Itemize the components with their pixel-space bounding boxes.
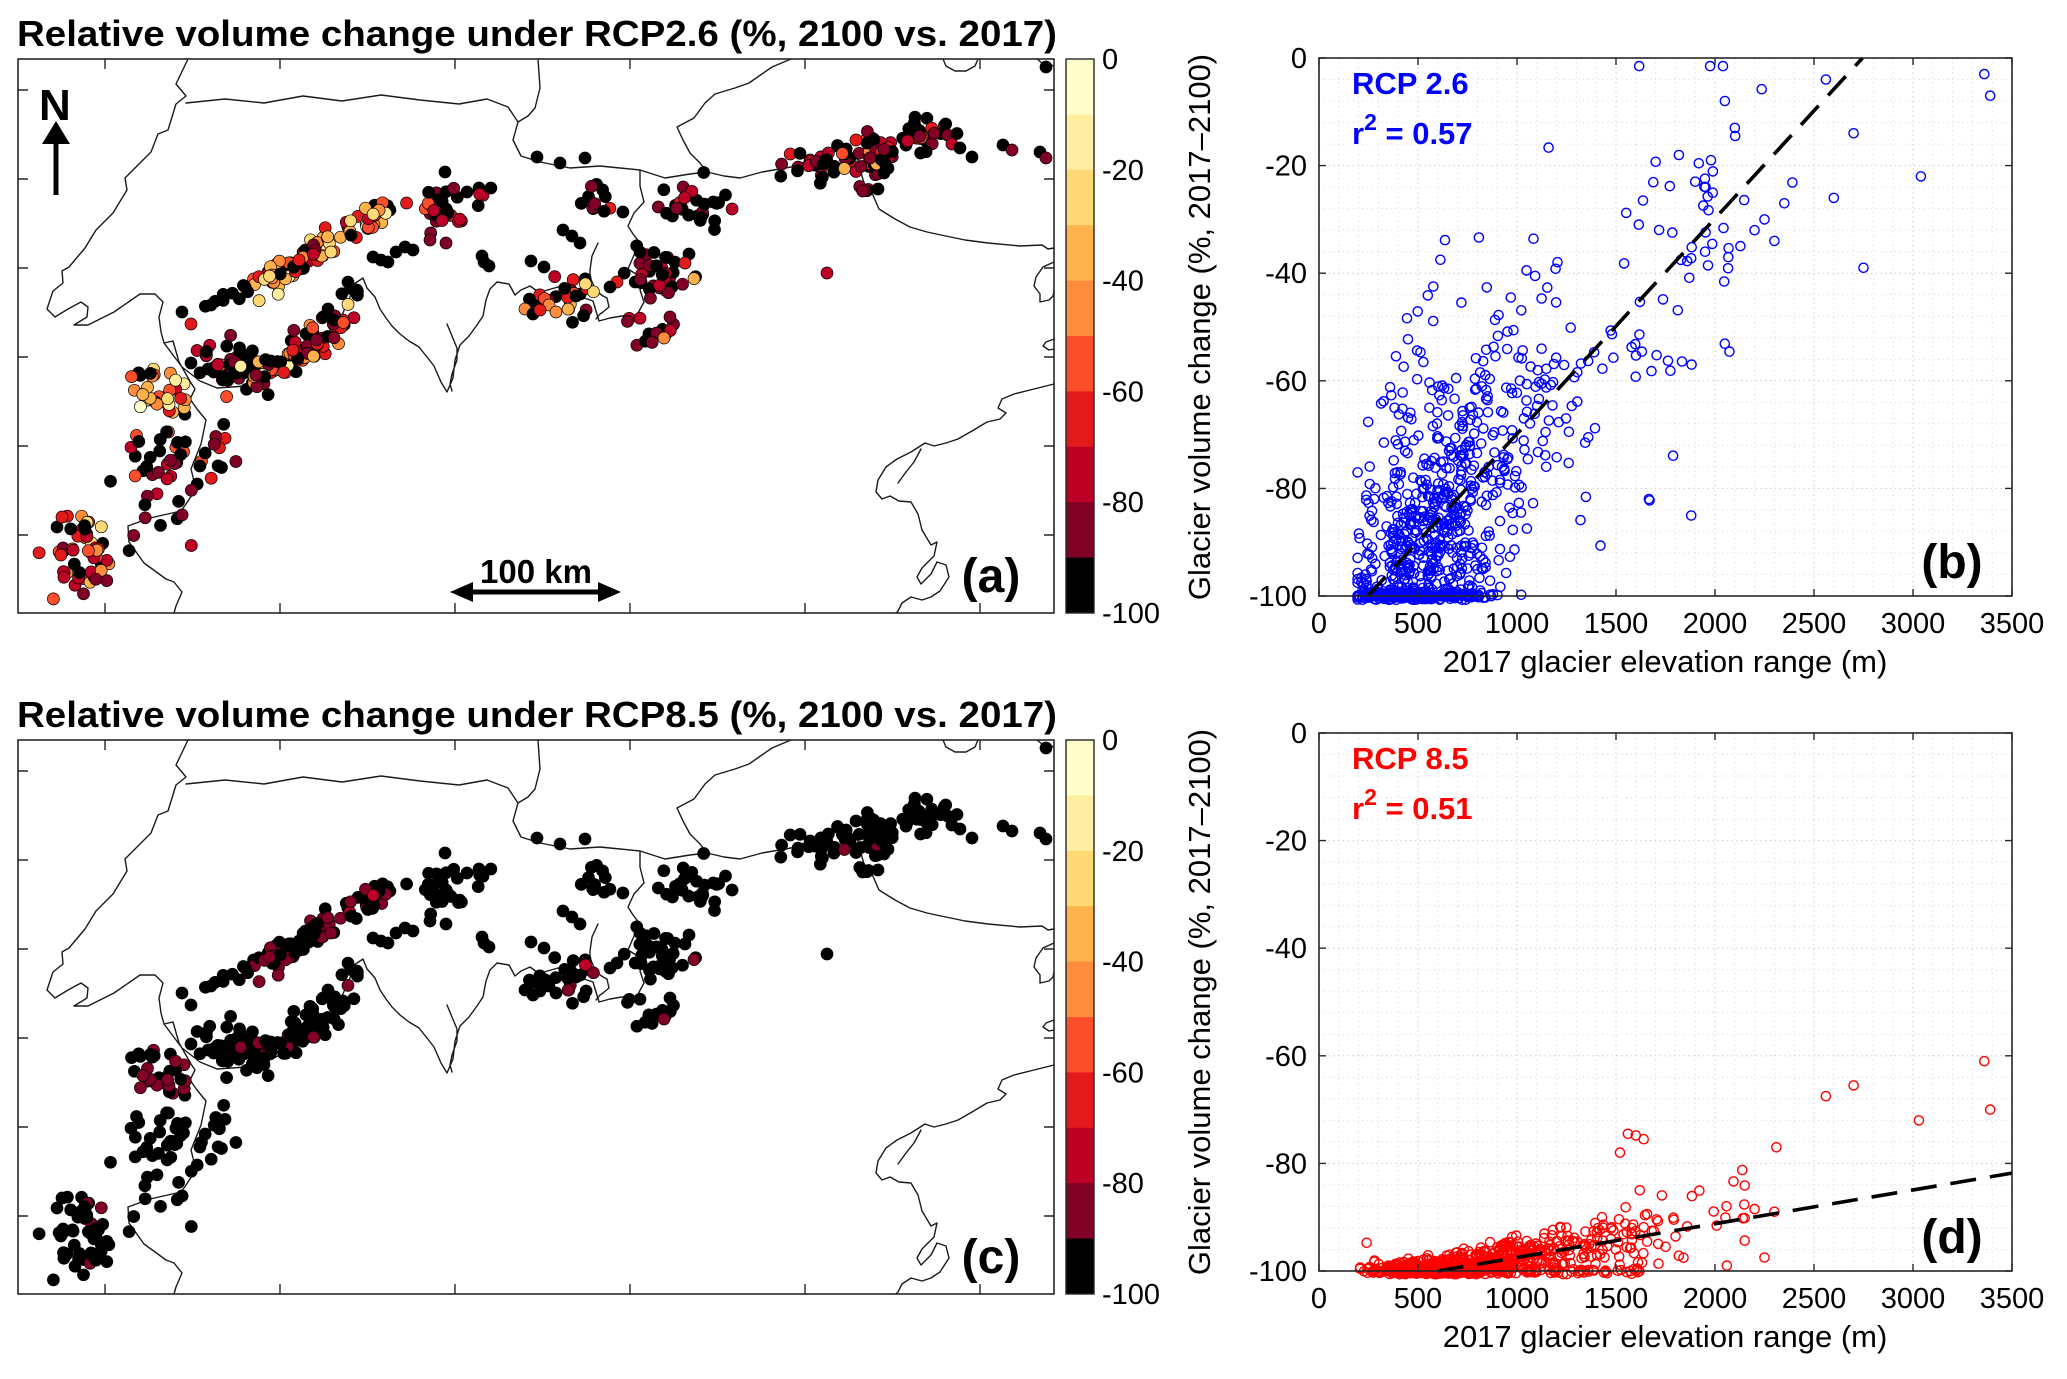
svg-text:0: 0 xyxy=(1291,43,1307,75)
svg-text:-20: -20 xyxy=(1265,826,1307,858)
svg-text:2500: 2500 xyxy=(1782,608,1847,640)
svg-text:0: 0 xyxy=(1311,1283,1327,1315)
svg-text:-80: -80 xyxy=(1265,473,1307,505)
svg-text:-20: -20 xyxy=(1102,836,1144,868)
svg-text:1000: 1000 xyxy=(1485,1283,1550,1315)
svg-text:-20: -20 xyxy=(1102,155,1144,187)
svg-text:-80: -80 xyxy=(1102,1168,1144,1200)
svg-text:3500: 3500 xyxy=(1980,1283,2045,1315)
svg-text:500: 500 xyxy=(1394,1283,1442,1315)
svg-text:-40: -40 xyxy=(1102,266,1144,298)
svg-text:3000: 3000 xyxy=(1881,608,1946,640)
svg-text:2017 glacier elevation range (: 2017 glacier elevation range (m) xyxy=(1443,1319,1888,1354)
svg-text:2000: 2000 xyxy=(1683,608,1748,640)
svg-text:-40: -40 xyxy=(1265,258,1307,290)
svg-text:-80: -80 xyxy=(1102,487,1144,519)
svg-text:2017 glacier elevation range (: 2017 glacier elevation range (m) xyxy=(1443,644,1888,679)
svg-text:-60: -60 xyxy=(1265,366,1307,398)
svg-text:0: 0 xyxy=(1291,718,1307,750)
svg-text:-60: -60 xyxy=(1265,1041,1307,1073)
svg-text:-100: -100 xyxy=(1102,1279,1160,1311)
svg-text:0: 0 xyxy=(1102,44,1118,76)
svg-text:(d): (d) xyxy=(1921,1211,1982,1264)
svg-text:3500: 3500 xyxy=(1980,608,2045,640)
svg-text:1000: 1000 xyxy=(1485,608,1550,640)
svg-text:0: 0 xyxy=(1311,608,1327,640)
svg-text:-100: -100 xyxy=(1102,598,1160,630)
svg-text:0: 0 xyxy=(1102,725,1118,757)
svg-text:2000: 2000 xyxy=(1683,1283,1748,1315)
svg-text:3000: 3000 xyxy=(1881,1283,1946,1315)
svg-text:-80: -80 xyxy=(1265,1148,1307,1180)
svg-text:-60: -60 xyxy=(1102,376,1144,408)
svg-text:(a): (a) xyxy=(962,550,1021,603)
svg-text:Glacier volume change (%, 2017: Glacier volume change (%, 2017–2100) xyxy=(1182,729,1217,1275)
svg-text:(b): (b) xyxy=(1921,536,1982,589)
svg-text:-100: -100 xyxy=(1249,1256,1307,1288)
svg-text:RCP 8.5: RCP 8.5 xyxy=(1352,741,1469,776)
svg-text:2500: 2500 xyxy=(1782,1283,1847,1315)
svg-text:1500: 1500 xyxy=(1584,608,1649,640)
svg-text:-40: -40 xyxy=(1265,933,1307,965)
svg-text:-100: -100 xyxy=(1249,581,1307,613)
svg-text:Relative volume change under R: Relative volume change under RCP8.5 (%, … xyxy=(17,694,1057,735)
svg-text:-60: -60 xyxy=(1102,1057,1144,1089)
svg-text:(c): (c) xyxy=(962,1231,1021,1284)
svg-text:1500: 1500 xyxy=(1584,1283,1649,1315)
svg-text:-20: -20 xyxy=(1265,151,1307,183)
svg-text:-40: -40 xyxy=(1102,947,1144,979)
svg-text:Relative volume change under R: Relative volume change under RCP2.6 (%, … xyxy=(17,13,1057,54)
svg-text:Glacier volume change (%, 2017: Glacier volume change (%, 2017–2100) xyxy=(1182,54,1217,600)
svg-text:500: 500 xyxy=(1394,608,1442,640)
svg-text:N: N xyxy=(39,81,71,130)
svg-text:RCP 2.6: RCP 2.6 xyxy=(1352,66,1469,101)
svg-text:r2 = 0.57: r2 = 0.57 xyxy=(1352,109,1473,151)
svg-text:100 km: 100 km xyxy=(480,553,592,590)
